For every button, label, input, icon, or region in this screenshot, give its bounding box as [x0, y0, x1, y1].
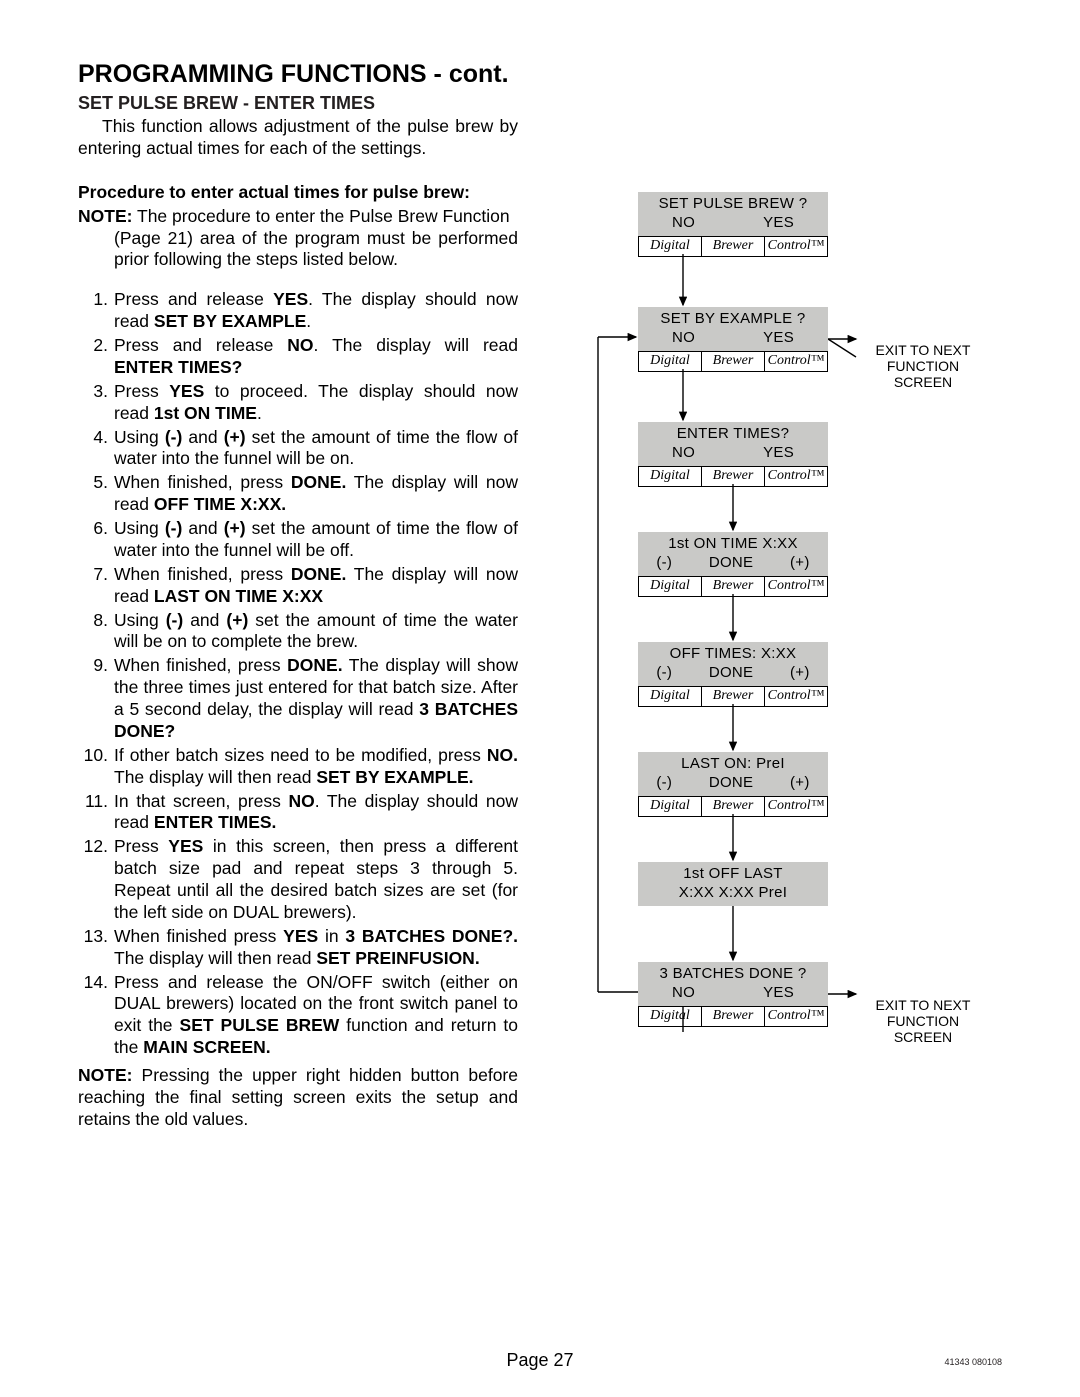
- procedure-heading: Procedure to enter actual times for puls…: [78, 182, 518, 204]
- screen-box-1: SET BY EXAMPLE ?NOYESDigitalBrewerContro…: [638, 307, 828, 372]
- step-5: When finished, press DONE. The display w…: [78, 472, 518, 516]
- section-subtitle: SET PULSE BREW - ENTER TIMES: [78, 93, 1002, 114]
- step-7: When finished, press DONE. The display w…: [78, 564, 518, 608]
- note-text-1: The procedure to enter the Pulse Brew Fu…: [132, 206, 509, 226]
- screen-box-7: 3 BATCHES DONE ?NOYESDigitalBrewerContro…: [638, 962, 828, 1027]
- note-1: NOTE: The procedure to enter the Pulse B…: [78, 206, 518, 272]
- step-13: When finished press YES in 3 BATCHES DON…: [78, 926, 518, 970]
- screen-box-5: LAST ON: PreI(-)DONE(+)DigitalBrewerCont…: [638, 752, 828, 817]
- exit-label-0: EXIT TO NEXT FUNCTION SCREEN: [858, 342, 988, 390]
- screen-box-3: 1st ON TIME X:XX(-)DONE(+)DigitalBrewerC…: [638, 532, 828, 597]
- step-12: Press YES in this screen, then press a d…: [78, 836, 518, 924]
- step-10: If other batch sizes need to be modified…: [78, 745, 518, 789]
- intro-paragraph: This function allows adjustment of the p…: [78, 116, 518, 160]
- step-6: Using (-) and (+) set the amount of time…: [78, 518, 518, 562]
- step-4: Using (-) and (+) set the amount of time…: [78, 427, 518, 471]
- steps-list: Press and release YES. The display shoul…: [78, 289, 518, 1059]
- flow-diagram: SET PULSE BREW ?NOYESDigitalBrewerContro…: [558, 192, 998, 1072]
- note2-text: Pressing the upper right hidden button b…: [78, 1065, 518, 1129]
- step-8: Using (-) and (+) set the amount of time…: [78, 610, 518, 654]
- step-9: When finished, press DONE. The display w…: [78, 655, 518, 743]
- note-label: NOTE:: [78, 206, 132, 226]
- screen-box-2: ENTER TIMES?NOYESDigitalBrewerControl™: [638, 422, 828, 487]
- text-column: This function allows adjustment of the p…: [78, 116, 518, 1131]
- page-number: Page 27: [0, 1350, 1080, 1371]
- step-1: Press and release YES. The display shoul…: [78, 289, 518, 333]
- screen-box-4: OFF TIMES: X:XX(-)DONE(+)DigitalBrewerCo…: [638, 642, 828, 707]
- step-14: Press and release the ON/OFF switch (eit…: [78, 972, 518, 1060]
- document-number: 41343 080108: [944, 1357, 1002, 1367]
- screen-box-6: 1st OFF LASTX:XX X:XX PreI: [638, 862, 828, 906]
- screen-box-0: SET PULSE BREW ?NOYESDigitalBrewerContro…: [638, 192, 828, 257]
- note-2: NOTE: Pressing the upper right hidden bu…: [78, 1065, 518, 1131]
- exit-label-1: EXIT TO NEXT FUNCTION SCREEN: [858, 997, 988, 1045]
- note-text-2: (Page 21) area of the program must be pe…: [78, 228, 518, 272]
- step-11: In that screen, press NO. The display sh…: [78, 791, 518, 835]
- step-3: Press YES to proceed. The display should…: [78, 381, 518, 425]
- page-title: PROGRAMMING FUNCTIONS - cont.: [78, 60, 1002, 89]
- note2-label: NOTE:: [78, 1065, 132, 1085]
- step-2: Press and release NO. The display will r…: [78, 335, 518, 379]
